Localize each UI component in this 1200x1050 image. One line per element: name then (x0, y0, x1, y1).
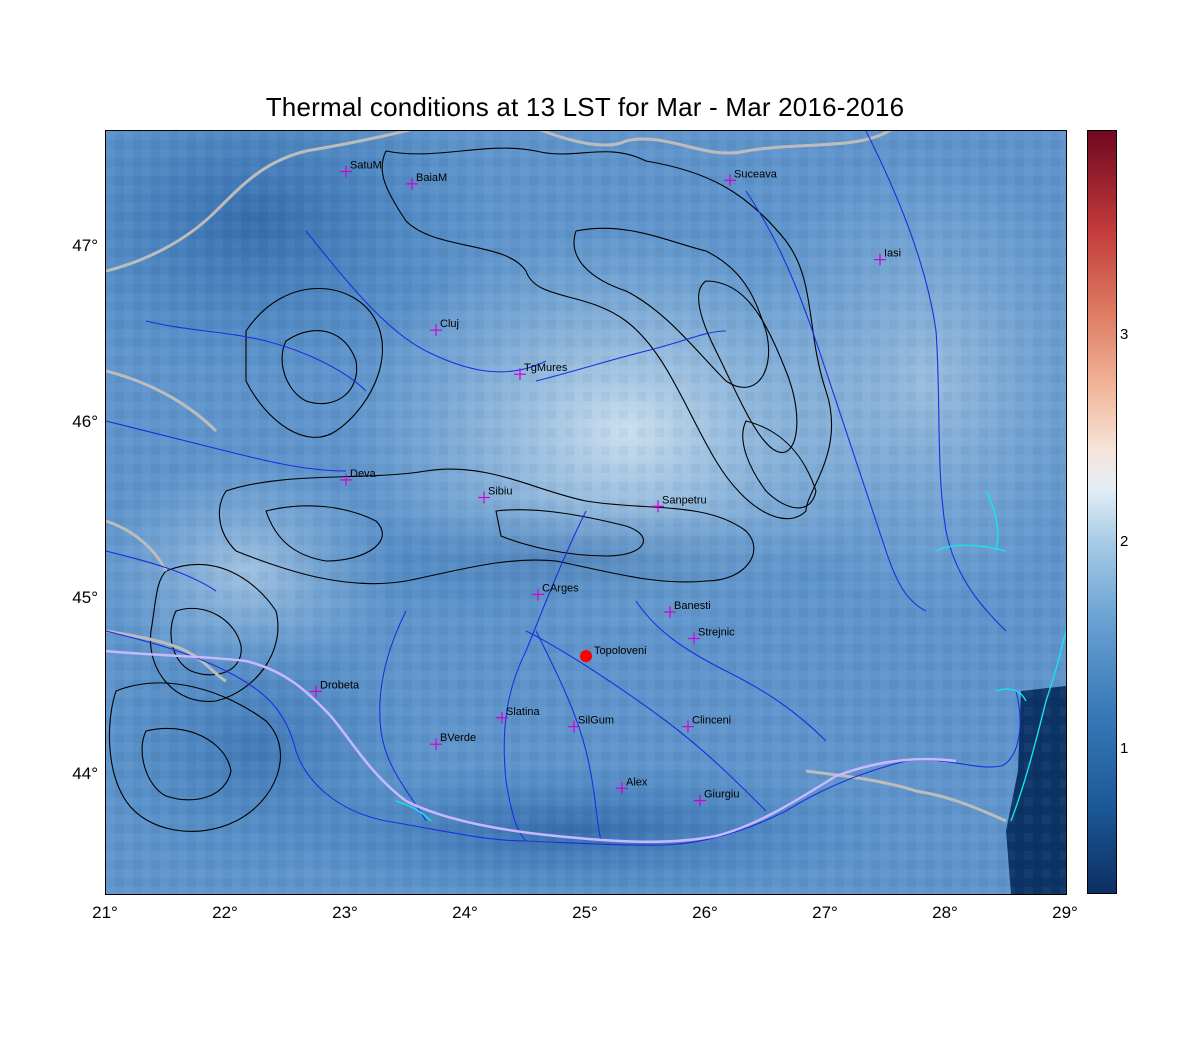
city-label-silgum: SilGum (578, 715, 614, 727)
city-marker-bverde: BVerde (430, 732, 476, 751)
city-label-alex: Alex (626, 776, 648, 788)
colorbar (1087, 130, 1117, 894)
pixel-texture (106, 131, 1066, 894)
city-marker-carges: CArges (532, 582, 579, 601)
elevation-contours (108, 147, 833, 832)
lat-tick-45: 45° (72, 588, 98, 607)
city-marker-cluj: Cluj (430, 318, 459, 337)
colorbar-tick-2: 2 (1120, 533, 1129, 550)
city-label-carges: CArges (542, 582, 579, 594)
lon-tick-25: 25° (572, 903, 598, 922)
city-label-deva: Deva (350, 468, 377, 480)
city-label-suceava: Suceava (734, 168, 778, 180)
lon-tick-28: 28° (932, 903, 958, 922)
city-label-bverde: BVerde (440, 732, 476, 744)
city-label-tgmures: TgMures (524, 362, 568, 374)
lon-tick-22: 22° (212, 903, 238, 922)
station-marker: Topoloveni (580, 645, 647, 663)
city-marker-alex: Alex (616, 776, 648, 795)
city-label-slatina: Slatina (506, 706, 541, 718)
lat-tick-44: 44° (72, 764, 98, 783)
lon-tick-26: 26° (692, 903, 718, 922)
lakes (395, 490, 1066, 822)
city-marker-satum: SatuM (340, 160, 382, 178)
city-label-iasi: Iasi (884, 248, 901, 260)
city-marker-sanpetru: Sanpetru (652, 494, 707, 513)
city-label-clinceni: Clinceni (692, 715, 731, 727)
city-marker-sibiu: Sibiu (478, 486, 512, 504)
city-marker-strejnic: Strejnic (688, 626, 735, 645)
city-label-cluj: Cluj (440, 318, 459, 330)
city-marker-slatina: Slatina (496, 706, 541, 724)
map-panel: SatuM BaiaM Suceava Iasi Cluj TgMures Deva Sibi… (105, 130, 1067, 895)
city-marker-giurgiu: Giurgiu (694, 789, 739, 807)
lon-tick-29: 29° (1052, 903, 1078, 922)
lon-tick-21: 21° (92, 903, 118, 922)
city-marker-deva: Deva (340, 468, 377, 486)
lat-tick-46: 46° (72, 412, 98, 431)
city-marker-tgmures: TgMures (514, 362, 568, 381)
lon-tick-24: 24° (452, 903, 478, 922)
rivers (106, 131, 1021, 846)
city-label-baiam: BaiaM (416, 172, 447, 184)
city-label-drobeta: Drobeta (320, 679, 360, 691)
city-marker-clinceni: Clinceni (682, 715, 731, 733)
city-marker-iasi: Iasi (874, 248, 901, 266)
city-label-sibiu: Sibiu (488, 486, 512, 498)
city-label-satum: SatuM (350, 160, 382, 172)
danube-river (106, 649, 957, 843)
city-label-strejnic: Strejnic (698, 626, 735, 638)
station-dot (580, 650, 592, 663)
city-marker-suceava: Suceava (724, 168, 778, 187)
station-label: Topoloveni (594, 645, 647, 657)
lon-tick-27: 27° (812, 903, 838, 922)
colorbar-tick-3: 3 (1120, 326, 1129, 343)
city-label-sanpetru: Sanpetru (662, 494, 707, 506)
city-label-giurgiu: Giurgiu (704, 789, 739, 801)
lat-tick-47: 47° (72, 236, 98, 255)
city-marker-banesti: Banesti (664, 600, 711, 619)
map-canvas: SatuM BaiaM Suceava Iasi Cluj TgMures Deva Sibi… (106, 131, 1066, 894)
map-title: Thermal conditions at 13 LST for Mar - M… (265, 92, 905, 122)
colorbar-tick-1: 1 (1120, 740, 1129, 757)
city-marker-silgum: SilGum (568, 715, 614, 733)
city-marker-baiam: BaiaM (406, 172, 447, 190)
city-marker-drobeta: Drobeta (310, 679, 360, 698)
city-label-banesti: Banesti (674, 600, 711, 612)
lon-tick-23: 23° (332, 903, 358, 922)
country-borders (106, 131, 1007, 823)
